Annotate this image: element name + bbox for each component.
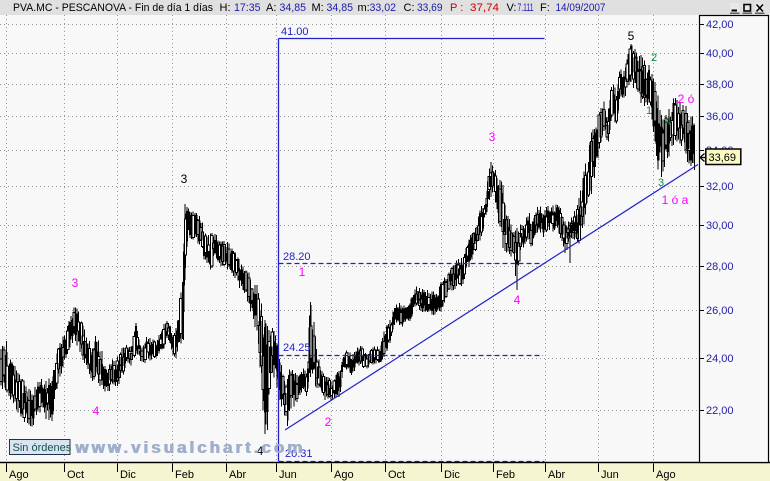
svg-text:1 ó a: 1 ó a [662, 193, 689, 207]
svg-text:F:: F: [540, 2, 550, 14]
svg-text:33,69: 33,69 [709, 152, 737, 164]
svg-text:Ago: Ago [9, 469, 29, 481]
svg-text:37,74: 37,74 [470, 2, 499, 14]
svg-text:Abr: Abr [548, 469, 565, 481]
svg-text:Dic: Dic [444, 469, 460, 481]
svg-text:H:: H: [220, 2, 231, 14]
svg-text:24,00: 24,00 [706, 353, 734, 365]
svg-text:4: 4 [257, 444, 264, 458]
svg-text:38,00: 38,00 [706, 79, 734, 91]
svg-text:7.111: 7.111 [518, 2, 534, 14]
svg-text:36,00: 36,00 [706, 111, 734, 123]
svg-text:41.00: 41.00 [281, 26, 309, 38]
svg-text:5: 5 [628, 29, 635, 43]
svg-text:17:35: 17:35 [234, 2, 261, 14]
svg-text:V:: V: [507, 2, 517, 14]
svg-text:3: 3 [658, 177, 664, 189]
svg-text:33,69: 33,69 [417, 2, 443, 14]
svg-text:34,85: 34,85 [327, 2, 354, 14]
svg-text:m:: m: [358, 2, 370, 14]
svg-text:42,00: 42,00 [706, 19, 734, 31]
svg-text:40,00: 40,00 [706, 48, 734, 60]
svg-text:28.20: 28.20 [283, 251, 311, 263]
svg-text:Feb: Feb [175, 469, 194, 481]
svg-text:4: 4 [514, 293, 521, 307]
svg-text:3: 3 [72, 276, 79, 290]
svg-text:33,02: 33,02 [370, 2, 397, 14]
svg-text:Oct: Oct [388, 469, 405, 481]
svg-text:1: 1 [646, 105, 652, 117]
svg-text:Jun: Jun [601, 469, 619, 481]
svg-text:1: 1 [299, 265, 306, 279]
svg-text:3: 3 [181, 172, 188, 186]
svg-text:34,85: 34,85 [280, 2, 307, 14]
svg-text:28,00: 28,00 [706, 261, 734, 273]
svg-text:Ago: Ago [656, 469, 676, 481]
svg-text:Ago: Ago [334, 469, 354, 481]
svg-text:14/09/2007: 14/09/2007 [556, 2, 606, 14]
svg-text:32,00: 32,00 [706, 181, 734, 193]
svg-text:Sin órdenes: Sin órdenes [13, 442, 72, 454]
svg-text:Dic: Dic [120, 469, 136, 481]
svg-text:30,00: 30,00 [706, 220, 734, 232]
svg-text:C:: C: [404, 2, 415, 14]
svg-text:4: 4 [93, 404, 100, 418]
svg-text:2: 2 [651, 52, 657, 64]
svg-text:2 ó: 2 ó [678, 92, 695, 106]
svg-text:PVA.MC - PESCANOVA - Fin de dí: PVA.MC - PESCANOVA - Fin de día 1 días [13, 2, 213, 14]
svg-text:A:: A: [266, 2, 276, 14]
svg-text:Abr: Abr [229, 469, 246, 481]
svg-text:26,00: 26,00 [706, 305, 734, 317]
svg-text:Jun: Jun [279, 469, 297, 481]
svg-text:24.25: 24.25 [283, 342, 311, 354]
svg-text:Oct: Oct [67, 469, 84, 481]
svg-text:22,00: 22,00 [706, 405, 734, 417]
svg-text:3: 3 [489, 130, 496, 144]
svg-text:20.31: 20.31 [285, 448, 313, 460]
svg-text:2: 2 [325, 415, 332, 429]
svg-text:M:: M: [312, 2, 324, 14]
svg-text:P :: P : [450, 2, 463, 14]
svg-text:4: 4 [665, 116, 671, 128]
svg-text:Feb: Feb [496, 469, 515, 481]
